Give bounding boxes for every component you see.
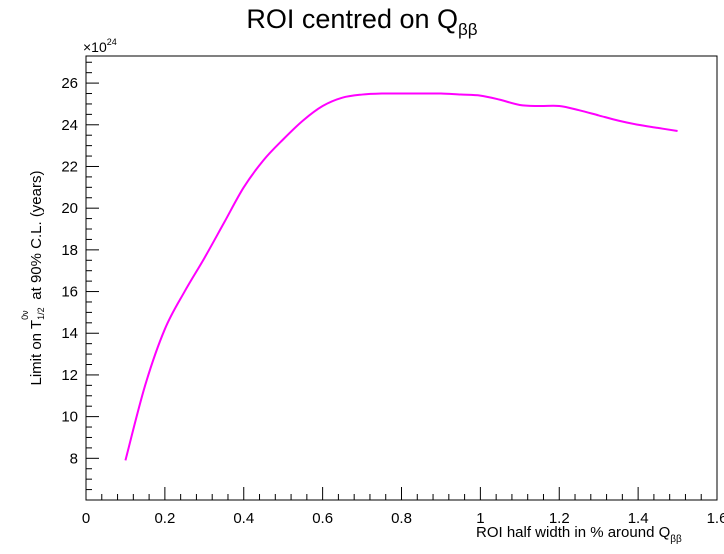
plot-frame [85, 55, 718, 501]
x-tick-label: 0.4 [233, 510, 254, 527]
y-tick-label: 20 [61, 200, 78, 217]
chart-title: ROI centred on Qββ [246, 4, 478, 39]
y-axis-label: Limit on T 0ν 1/2 at 90% C.L. (years) [20, 170, 46, 386]
axes-frame [85, 55, 718, 501]
y-tick-label: 12 [61, 367, 78, 384]
tick-labels: 0 0.2 0.4 0.6 0.8 1 1.2 1.4 1.6 8 10 12 14 16 18 20 22 24… [61, 75, 724, 527]
y-tick-label: 10 [61, 409, 78, 426]
x-tick-label: 1 [476, 510, 484, 527]
x-tick-label: 1.2 [549, 510, 570, 527]
y-tick-label: 8 [70, 450, 78, 467]
x-tick-label: 0 [82, 510, 90, 527]
x-axis-label: ROI half width in % around Qββ [476, 524, 682, 545]
x-tick-label: 0.2 [154, 510, 175, 527]
y-tick-label: 26 [61, 75, 78, 92]
y-tick-label: 18 [61, 242, 78, 259]
tick-marks [85, 61, 718, 501]
y-tick-label: 22 [61, 158, 78, 175]
y-tick-label: 16 [61, 284, 78, 301]
y-tick-label: 14 [61, 325, 78, 342]
y-axis-exponent: ×1024 [83, 37, 117, 55]
x-tick-label: 1.4 [628, 510, 649, 527]
x-tick-label: 0.6 [312, 510, 333, 527]
series-layer [124, 92, 678, 461]
x-tick-label: 1.6 [707, 510, 724, 527]
x-tick-label: 0.8 [391, 510, 412, 527]
series-line [124, 92, 678, 461]
y-tick-label: 24 [61, 117, 78, 134]
